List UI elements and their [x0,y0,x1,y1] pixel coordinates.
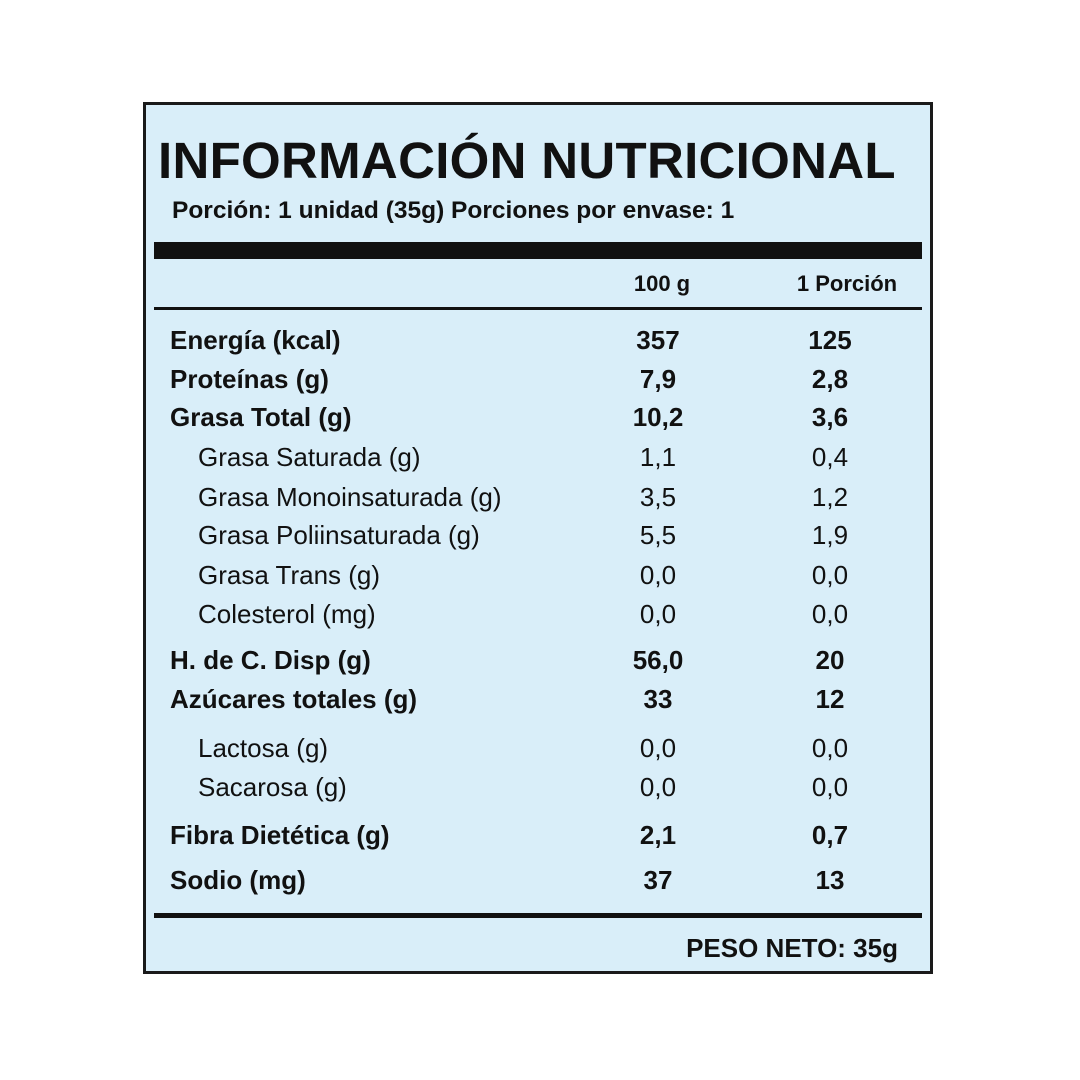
value-per-portion: 13 [815,865,845,895]
value-per-portion: 1,2 [811,482,849,512]
value-per-portion: 0,0 [811,772,849,802]
value-per-100g: 0,0 [639,560,677,590]
label-title: INFORMACIÓN NUTRICIONAL [158,132,896,189]
value-per-portion: 1,9 [811,520,849,550]
value-per-portion: 20 [815,645,845,675]
value-per-100g: 37 [643,865,673,895]
nutrient-name: Grasa Saturada (g) [198,442,421,472]
nutrient-name: Grasa Monoinsaturada (g) [198,482,502,512]
nutrient-row-sucrose: Sacarosa (g) 0,0 0,0 [146,769,930,805]
nutrient-row-cholesterol: Colesterol (mg) 0,0 0,0 [146,596,930,632]
nutrient-name: Colesterol (mg) [198,599,376,629]
net-weight: PESO NETO: 35g [686,933,898,963]
nutrient-row-carbohydrates: H. de C. Disp (g) 56,0 20 [146,642,930,678]
nutrient-name: Proteínas (g) [170,364,329,394]
nutrient-name: Grasa Total (g) [170,402,352,432]
thick-divider [154,242,922,259]
value-per-100g: 33 [643,684,673,714]
nutrient-row-sodium: Sodio (mg) 37 13 [146,862,930,898]
column-header-100g: 100 g [633,271,691,296]
value-per-100g: 2,1 [639,820,677,850]
nutrient-name: Azúcares totales (g) [170,684,418,714]
bottom-divider [154,913,922,918]
nutrient-row-polyunsaturated-fat: Grasa Poliinsaturada (g) 5,5 1,9 [146,517,930,553]
nutrient-name: Grasa Poliinsaturada (g) [198,520,480,550]
value-per-portion: 0,0 [811,560,849,590]
value-per-portion: 3,6 [811,402,849,432]
value-per-100g: 5,5 [639,520,677,550]
nutrient-row-saturated-fat: Grasa Saturada (g) 1,1 0,4 [146,439,930,475]
value-per-100g: 10,2 [632,402,684,432]
nutrient-row-total-fat: Grasa Total (g) 10,2 3,6 [146,399,930,435]
nutrient-name: Lactosa (g) [198,733,329,763]
nutrient-row-dietary-fiber: Fibra Dietética (g) 2,1 0,7 [146,817,930,853]
nutrient-name: Sacarosa (g) [198,772,347,802]
nutrient-name: Sodio (mg) [170,865,306,895]
value-per-100g: 56,0 [632,645,684,675]
nutrient-name: Grasa Trans (g) [198,560,381,590]
nutrient-row-energy: Energía (kcal) 357 125 [146,322,930,358]
value-per-portion: 0,0 [811,599,849,629]
value-per-portion: 0,4 [811,442,849,472]
serving-info: Porción: 1 unidad (35g) Porciones por en… [172,197,735,224]
value-per-portion: 0,0 [811,733,849,763]
nutrient-row-protein: Proteínas (g) 7,9 2,8 [146,361,930,397]
value-per-100g: 357 [636,325,680,355]
nutrient-name: Energía (kcal) [170,325,341,355]
value-per-portion: 2,8 [811,364,849,394]
nutrient-name: Fibra Dietética (g) [170,820,390,850]
value-per-100g: 1,1 [639,442,677,472]
nutrient-row-lactose: Lactosa (g) 0,0 0,0 [146,730,930,766]
value-per-portion: 0,7 [811,820,849,850]
value-per-100g: 7,9 [639,364,677,394]
nutrient-row-total-sugars: Azúcares totales (g) 33 12 [146,681,930,717]
column-header-portion: 1 Porción [796,271,898,296]
value-per-100g: 0,0 [639,599,677,629]
nutrition-facts-label: INFORMACIÓN NUTRICIONAL Porción: 1 unida… [143,102,933,974]
value-per-portion: 12 [815,684,845,714]
value-per-100g: 3,5 [639,482,677,512]
nutrient-row-monounsaturated-fat: Grasa Monoinsaturada (g) 3,5 1,2 [146,479,930,515]
nutrient-name: H. de C. Disp (g) [170,645,371,675]
value-per-100g: 0,0 [639,733,677,763]
header-divider [154,307,922,310]
value-per-portion: 125 [808,325,852,355]
value-per-100g: 0,0 [639,772,677,802]
nutrient-row-trans-fat: Grasa Trans (g) 0,0 0,0 [146,557,930,593]
